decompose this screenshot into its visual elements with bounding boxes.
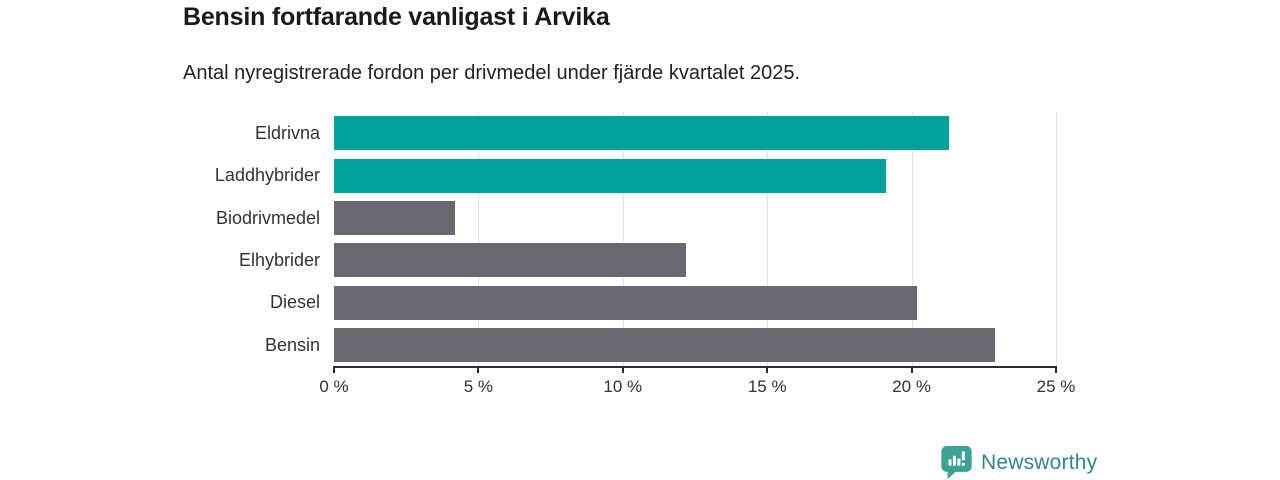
bar-eldrivna	[334, 116, 950, 151]
x-axis-tick	[1055, 366, 1057, 373]
category-label: Bensin	[264, 334, 320, 355]
chart-subtitle: Antal nyregistrerade fordon per drivmede…	[183, 62, 801, 84]
x-axis-tick	[333, 366, 335, 373]
gridline	[1056, 112, 1057, 366]
gridline	[622, 112, 624, 366]
x-axis-tick	[766, 366, 769, 373]
x-axis-tick-label: 20 %	[892, 377, 931, 396]
x-axis-tick	[621, 366, 624, 373]
category-label: Eldrivna	[254, 123, 320, 143]
newsworthy-logo-text: Newsworthy	[981, 450, 1098, 474]
bar-laddhybrider	[334, 158, 886, 193]
chart-title: Bensin fortfarande vanligast i Arvika	[183, 3, 610, 31]
bar-diesel	[334, 285, 918, 320]
bar-bensin	[334, 327, 996, 362]
x-axis-tick	[477, 366, 480, 373]
bar-elhybrider	[334, 243, 687, 278]
bar-biodrivmedel	[334, 200, 456, 235]
gridline	[911, 112, 913, 366]
gridline	[478, 112, 480, 366]
newsworthy-bar-chart-bubble-icon	[941, 446, 972, 479]
x-axis-tick-label: 0 %	[319, 377, 349, 396]
category-label: Biodrivmedel	[215, 207, 320, 228]
plot-area: 0 % 5 % 10 % 15 % 20 % 25 %	[319, 112, 1075, 396]
x-axis-tick-label: 25 %	[1036, 377, 1076, 396]
x-axis-tick-label: 10 %	[603, 377, 643, 396]
category-axis: Eldrivna Laddhybrider Biodrivmedel Elhybrid…	[0, 112, 320, 366]
x-axis-tick-label: 15 %	[747, 377, 787, 396]
newsworthy-logo: Newsworthy	[941, 446, 1097, 479]
x-axis-tick-label: 5 %	[463, 377, 494, 396]
x-axis-tick	[910, 366, 913, 373]
category-label: Diesel	[269, 292, 320, 313]
gridline	[767, 112, 769, 366]
category-label: Laddhybrider	[214, 165, 320, 186]
category-label: Elhybrider	[238, 250, 320, 270]
